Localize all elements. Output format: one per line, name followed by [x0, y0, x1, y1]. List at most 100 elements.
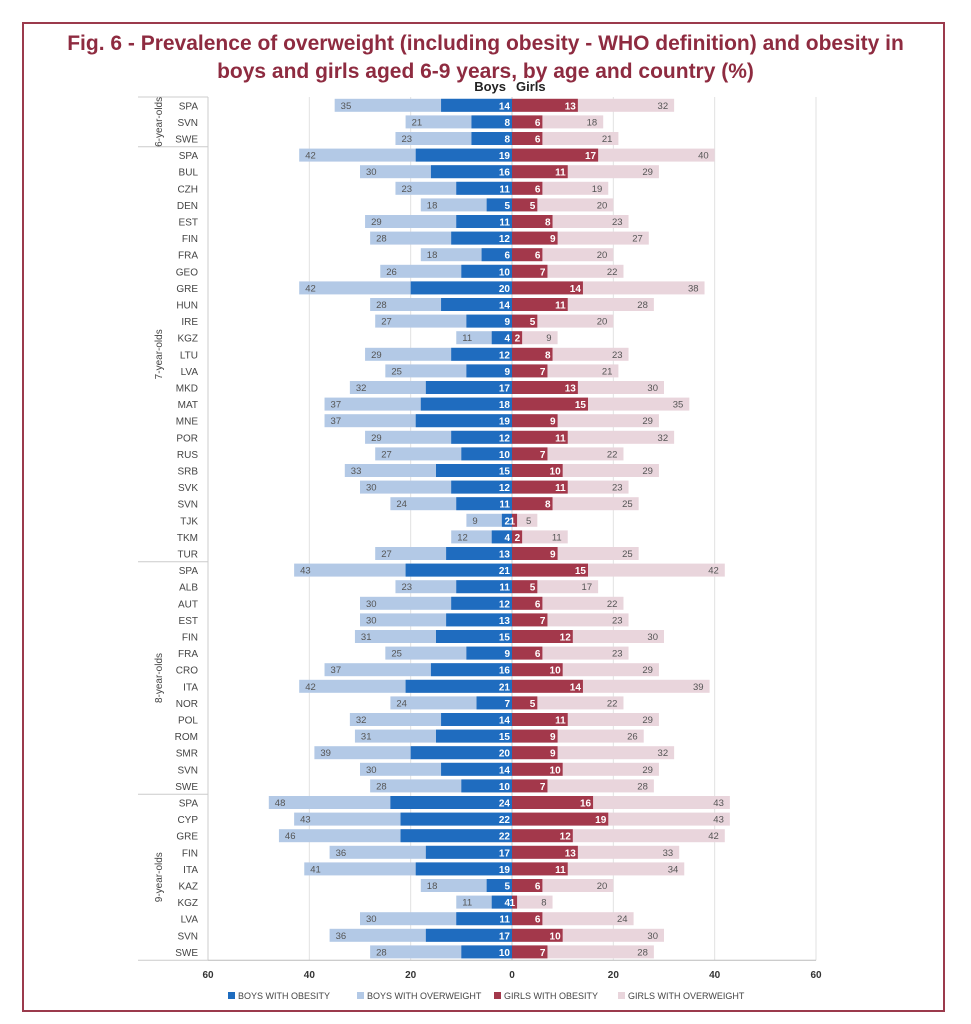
country-label: ROM	[175, 732, 198, 743]
label-girls-overweight: 23	[612, 649, 623, 660]
bar-girls-obesity	[512, 397, 588, 411]
label-girls-overweight: 25	[622, 499, 633, 510]
bar-boys-obesity	[405, 679, 512, 693]
label-boys-overweight: 23	[401, 582, 412, 593]
label-boys-obesity: 19	[499, 865, 511, 876]
country-label: GRE	[176, 832, 198, 843]
label-girls-overweight: 30	[647, 632, 658, 643]
label-girls-obesity: 6	[535, 649, 541, 660]
bar-boys-obesity	[451, 596, 512, 610]
bar-boys-obesity	[415, 414, 512, 428]
x-tick-label: 60	[202, 970, 214, 981]
country-label: SVN	[177, 118, 198, 129]
label-girls-overweight: 22	[607, 267, 618, 278]
bar-boys-obesity	[410, 281, 512, 295]
bar-boys-obesity	[456, 497, 512, 511]
label-girls-obesity: 9	[550, 749, 556, 760]
country-label: SPA	[179, 101, 199, 112]
bar-girls-obesity	[512, 912, 543, 926]
label-boys-overweight: 9	[472, 516, 477, 527]
bar-boys-obesity	[491, 331, 512, 345]
label-boys-obesity: 9	[504, 367, 510, 378]
label-boys-obesity: 20	[499, 749, 511, 760]
country-label: KAZ	[179, 882, 198, 893]
label-boys-obesity: 2	[504, 516, 510, 527]
label-boys-obesity: 18	[499, 400, 511, 411]
country-label: SVN	[177, 500, 198, 511]
bar-girls-obesity	[512, 663, 563, 677]
label-girls-overweight: 20	[597, 200, 608, 211]
bar-boys-obesity	[436, 729, 512, 743]
x-tick-label: 40	[709, 970, 721, 981]
label-girls-overweight: 20	[597, 317, 608, 328]
bar-boys-obesity	[471, 132, 512, 145]
bar-girls-obesity	[512, 497, 553, 511]
label-boys-overweight: 11	[462, 333, 472, 344]
bar-boys-obesity	[486, 879, 512, 892]
country-label: FIN	[182, 848, 198, 859]
label-boys-obesity: 16	[499, 666, 511, 677]
bar-girls-obesity	[512, 845, 578, 859]
label-girls-overweight: 42	[708, 566, 719, 577]
label-girls-overweight: 23	[612, 350, 623, 361]
country-label: CZH	[177, 184, 198, 195]
bar-girls-obesity	[512, 762, 563, 776]
label-girls-obesity: 6	[535, 118, 541, 129]
bar-boys-obesity	[400, 829, 512, 843]
bar-girls-obesity	[512, 264, 548, 278]
bar-girls-obesity	[512, 746, 558, 760]
label-girls-obesity: 1	[510, 898, 516, 909]
label-boys-obesity: 12	[499, 234, 511, 245]
country-label: TKM	[177, 533, 198, 544]
label-boys-overweight: 25	[391, 649, 402, 660]
label-girls-obesity: 6	[535, 251, 541, 262]
label-girls-overweight: 19	[592, 184, 603, 195]
bar-boys-obesity	[390, 796, 512, 809]
country-label: MNE	[176, 417, 199, 428]
label-boys-obesity: 9	[504, 649, 510, 660]
label-girls-obesity: 7	[540, 450, 546, 461]
bar-girls-obesity	[512, 862, 568, 876]
country-label: SWE	[175, 782, 198, 793]
country-label: ITA	[183, 865, 198, 876]
label-boys-overweight: 35	[341, 101, 352, 112]
bar-girls-obesity	[512, 812, 609, 826]
label-boys-overweight: 42	[305, 151, 316, 162]
country-label: EST	[179, 218, 198, 229]
label-girls-overweight: 30	[647, 931, 658, 942]
label-boys-obesity: 8	[504, 135, 510, 146]
bar-boys-obesity	[441, 762, 512, 776]
label-girls-obesity: 10	[550, 666, 562, 677]
bar-girls-obesity	[512, 281, 583, 295]
label-girls-overweight: 22	[607, 449, 618, 460]
label-boys-overweight: 27	[381, 449, 392, 460]
label-boys-obesity: 4	[504, 334, 510, 345]
legend-label: BOYS WITH OBESITY	[238, 991, 330, 1001]
label-boys-overweight: 36	[336, 848, 347, 859]
label-boys-overweight: 21	[412, 117, 423, 128]
title-line-1: Fig. 6 - Prevalence of overweight (inclu…	[67, 32, 904, 55]
chart-title: Fig. 6 - Prevalence of overweight (inclu…	[0, 30, 971, 86]
bar-girls-obesity	[512, 679, 583, 693]
label-boys-overweight: 42	[305, 682, 316, 693]
label-boys-obesity: 20	[499, 284, 511, 295]
country-label: SMR	[176, 749, 198, 760]
bar-girls-obesity	[512, 829, 573, 843]
bar-girls-obesity	[512, 696, 538, 710]
country-label: KGZ	[177, 898, 198, 909]
bar-girls-overweight	[512, 513, 538, 527]
label-girls-overweight: 17	[582, 582, 593, 593]
label-boys-obesity: 22	[499, 832, 511, 843]
x-tick-label: 40	[304, 970, 316, 981]
country-label: LVA	[181, 367, 199, 378]
label-boys-overweight: 18	[427, 200, 438, 211]
country-label: FRA	[178, 649, 198, 660]
label-boys-obesity: 6	[504, 251, 510, 262]
country-label: IRE	[181, 317, 198, 328]
label-girls-overweight: 40	[698, 151, 709, 162]
label-girls-obesity: 6	[535, 184, 541, 195]
label-boys-overweight: 37	[331, 416, 342, 427]
label-girls-obesity: 5	[530, 699, 536, 710]
label-boys-obesity: 5	[504, 201, 510, 212]
label-girls-overweight: 29	[642, 765, 653, 776]
